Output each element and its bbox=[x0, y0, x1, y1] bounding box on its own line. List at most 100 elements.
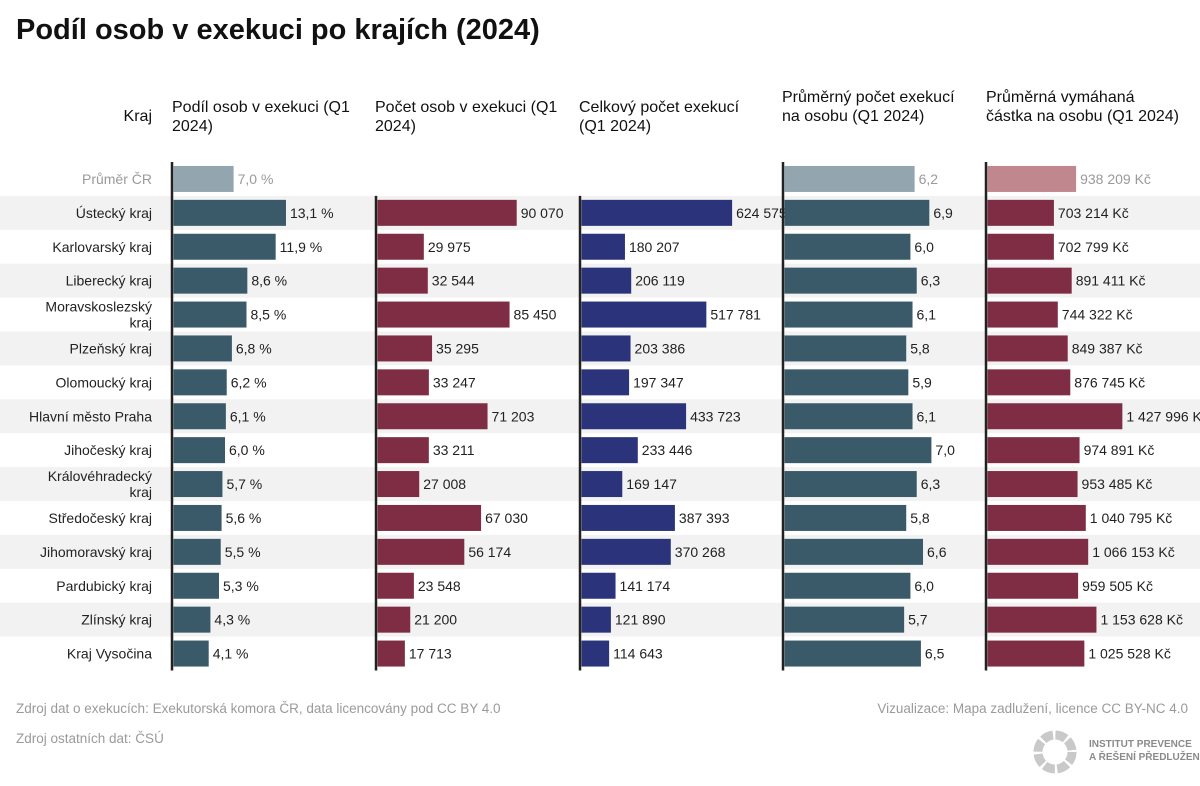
average-value-label: 938 209 Kč bbox=[1080, 171, 1151, 187]
row-label-line: kraj bbox=[129, 315, 152, 331]
data-bar bbox=[987, 640, 1085, 667]
data-bar bbox=[173, 606, 211, 633]
data-bar bbox=[784, 335, 907, 362]
data-value-label: 959 505 Kč bbox=[1082, 578, 1153, 594]
logo-line-1: INSTITUT PREVENCE bbox=[1089, 739, 1192, 750]
data-bar bbox=[377, 471, 420, 498]
data-value-label: 433 723 bbox=[690, 408, 741, 424]
data-value-label: 206 119 bbox=[635, 273, 685, 289]
data-value-label: 23 548 bbox=[418, 578, 461, 594]
row-label: Hlavní město Praha bbox=[29, 408, 152, 424]
data-value-label: 35 295 bbox=[436, 340, 479, 356]
row-label: Kraj Vysočina bbox=[67, 646, 152, 662]
data-bar bbox=[784, 640, 921, 667]
data-value-label: 32 544 bbox=[432, 273, 475, 289]
data-bar bbox=[987, 301, 1058, 328]
data-bar bbox=[377, 369, 429, 396]
data-value-label: 27 008 bbox=[423, 476, 466, 492]
data-bar bbox=[784, 267, 917, 294]
col-header-persons: Počet osob v exekuci (Q1 2024) bbox=[375, 99, 558, 135]
data-bar bbox=[987, 369, 1071, 396]
data-value-label: 6,1 bbox=[917, 408, 937, 424]
data-bar bbox=[377, 640, 405, 667]
data-bar bbox=[784, 199, 930, 226]
data-value-label: 6,6 bbox=[927, 544, 947, 560]
row-label-average: Průměr ČR bbox=[82, 171, 152, 187]
row-label: Olomoucký kraj bbox=[56, 374, 152, 390]
data-bar bbox=[173, 572, 220, 599]
data-bar bbox=[377, 437, 429, 464]
data-bar bbox=[581, 606, 611, 633]
data-value-label: 6,1 % bbox=[230, 408, 266, 424]
data-bar bbox=[377, 199, 517, 226]
data-bar bbox=[377, 335, 433, 362]
data-bar bbox=[784, 403, 913, 430]
row-label-line: Moravskoslezský bbox=[45, 299, 152, 315]
data-value-label: 1 040 795 Kč bbox=[1090, 510, 1173, 526]
data-bar bbox=[173, 301, 247, 328]
row-label: Ústecký kraj bbox=[76, 205, 152, 221]
data-bar bbox=[784, 301, 913, 328]
col-header-executions: Celkový počet exekucí (Q1 2024) bbox=[579, 99, 740, 135]
data-value-label: 141 174 bbox=[620, 578, 671, 594]
average-bar bbox=[784, 165, 915, 192]
source-note-other: Zdroj ostatních dat: ČSÚ bbox=[16, 731, 164, 746]
data-value-label: 1 427 996 Kč bbox=[1126, 408, 1200, 424]
data-value-label: 197 347 bbox=[633, 374, 684, 390]
data-bar bbox=[173, 403, 226, 430]
row-label: Středočeský kraj bbox=[49, 510, 152, 526]
data-bar bbox=[784, 437, 932, 464]
data-bar bbox=[581, 301, 707, 328]
data-value-label: 891 411 Kč bbox=[1076, 273, 1146, 289]
data-value-label: 180 207 bbox=[629, 239, 680, 255]
data-value-label: 7,0 bbox=[935, 442, 955, 458]
data-value-label: 6,8 % bbox=[236, 340, 272, 356]
data-value-label: 4,3 % bbox=[214, 612, 250, 628]
average-value-label: 7,0 % bbox=[238, 171, 274, 187]
data-value-label: 6,1 bbox=[917, 307, 937, 323]
row-label: Karlovarský kraj bbox=[52, 239, 152, 255]
data-bar bbox=[581, 267, 632, 294]
data-value-label: 67 030 bbox=[485, 510, 528, 526]
data-bar bbox=[377, 572, 414, 599]
data-bar bbox=[173, 504, 222, 531]
data-bar bbox=[987, 267, 1072, 294]
average-bar bbox=[987, 165, 1077, 192]
data-value-label: 17 713 bbox=[409, 646, 452, 662]
data-bar bbox=[784, 369, 909, 396]
data-value-label: 71 203 bbox=[492, 408, 535, 424]
data-value-label: 5,3 % bbox=[223, 578, 259, 594]
data-bar bbox=[173, 199, 286, 226]
data-bar bbox=[987, 606, 1097, 633]
data-value-label: 370 268 bbox=[675, 544, 726, 560]
data-bar bbox=[581, 504, 675, 531]
data-bar bbox=[784, 504, 907, 531]
data-bar bbox=[987, 572, 1079, 599]
data-bar bbox=[173, 335, 232, 362]
data-value-label: 744 322 Kč bbox=[1062, 307, 1133, 323]
data-value-label: 169 147 bbox=[626, 476, 677, 492]
data-value-label: 33 247 bbox=[433, 374, 476, 390]
data-value-label: 85 450 bbox=[514, 307, 557, 323]
average-bar bbox=[173, 165, 234, 192]
data-bar bbox=[581, 233, 625, 260]
data-value-label: 703 214 Kč bbox=[1058, 205, 1129, 221]
data-value-label: 4,1 % bbox=[213, 646, 249, 662]
data-bar bbox=[581, 369, 630, 396]
row-label: Liberecký kraj bbox=[66, 273, 152, 289]
data-bar bbox=[784, 233, 911, 260]
data-bar bbox=[987, 437, 1080, 464]
data-value-label: 203 386 bbox=[635, 340, 686, 356]
data-value-label: 876 745 Kč bbox=[1074, 374, 1145, 390]
col-header-share: Podíl osob v exekuci (Q1 2024) bbox=[172, 99, 350, 135]
data-value-label: 56 174 bbox=[468, 544, 511, 560]
logo-line-2: A ŘEŠENÍ PŘEDLUŽENÍ bbox=[1089, 752, 1200, 763]
data-value-label: 5,5 % bbox=[225, 544, 261, 560]
data-bar bbox=[377, 606, 411, 633]
data-bar bbox=[581, 572, 616, 599]
row-label: Jihočeský kraj bbox=[64, 442, 152, 458]
data-value-label: 233 446 bbox=[642, 442, 693, 458]
data-value-label: 5,7 % bbox=[226, 476, 262, 492]
institute-logo-icon bbox=[1033, 730, 1077, 774]
data-value-label: 624 575 bbox=[736, 205, 787, 221]
